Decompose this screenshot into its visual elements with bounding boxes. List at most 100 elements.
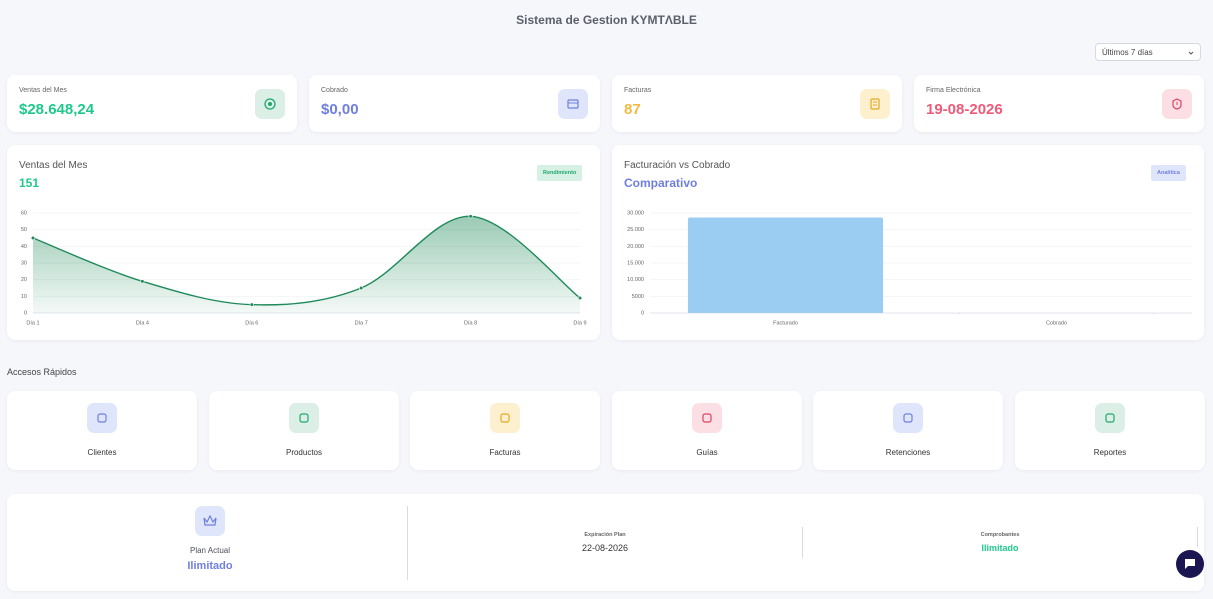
x-tick-label: Facturado bbox=[773, 320, 798, 326]
icon-shape bbox=[702, 413, 712, 423]
icon bbox=[702, 413, 712, 423]
chat-button[interactable] bbox=[1176, 550, 1204, 578]
quick-icon bbox=[289, 403, 319, 433]
stat-icon bbox=[255, 89, 285, 119]
quick-card[interactable]: Clientes bbox=[7, 391, 197, 470]
y-tick-label: 20 bbox=[21, 277, 27, 283]
x-tick-label: Día 1 bbox=[26, 320, 39, 326]
chart-badge: Analítica bbox=[1151, 165, 1186, 181]
area bbox=[33, 216, 580, 313]
line bbox=[32, 215, 581, 306]
plan-label: Expiración Plan bbox=[584, 532, 626, 538]
y-tick-label: 10 bbox=[21, 294, 27, 300]
bar-chart: 0 5000 10.000 15.000 20.000 25.000 30.000 Factu… bbox=[627, 210, 1192, 326]
quick-icon bbox=[893, 403, 923, 433]
stat-label: Facturas bbox=[624, 87, 652, 94]
point bbox=[468, 214, 473, 219]
section-title: Accesos Rápidos bbox=[7, 367, 77, 377]
quick-card[interactable]: Facturas bbox=[410, 391, 600, 470]
x-tick-label: Día 7 bbox=[355, 320, 368, 326]
quick-icon bbox=[87, 403, 117, 433]
stat-icon bbox=[558, 89, 588, 119]
point bbox=[30, 235, 36, 241]
icon bbox=[299, 413, 309, 423]
icon bbox=[97, 413, 107, 423]
icon-shape bbox=[97, 413, 107, 423]
chevron bbox=[1188, 51, 1194, 55]
chart-card: Facturación vs Cobrado Comparativo Analí… bbox=[612, 145, 1204, 340]
point bbox=[359, 285, 364, 291]
stat-label: Cobrado bbox=[321, 87, 348, 94]
stat-icon bbox=[860, 89, 890, 119]
quick-label: Clientes bbox=[87, 448, 117, 457]
y-tick-label: 30.000 bbox=[627, 210, 644, 216]
quick-label: Productos bbox=[285, 448, 323, 457]
plan-card: Plan Actual Ilimitado Expiración Plan 22… bbox=[7, 494, 1204, 591]
divider bbox=[1197, 527, 1198, 547]
chart-subtitle: 151 bbox=[19, 176, 40, 190]
stat-value: 19-08-2026 bbox=[926, 101, 1003, 118]
chart-title: Facturación vs Cobrado bbox=[624, 160, 731, 171]
y-tick-label: 50 bbox=[21, 227, 27, 233]
icon-shape bbox=[500, 413, 510, 423]
stat-card: Ventas del Mes $28.648,24 bbox=[7, 75, 297, 132]
stat-value: $28.648,24 bbox=[19, 101, 95, 118]
point bbox=[577, 295, 583, 301]
stat-card: Facturas 87 bbox=[612, 75, 902, 132]
quick-card[interactable]: Reportes bbox=[1015, 391, 1205, 470]
y-tick-label: 20.000 bbox=[627, 244, 644, 250]
plan-label: Plan Actual bbox=[189, 546, 231, 555]
icon bbox=[500, 413, 510, 423]
icon-shape bbox=[299, 413, 309, 423]
y-tick-label: 0 bbox=[641, 310, 644, 316]
chart-card: Ventas del Mes 151 Rendimiento 0 10 20 30 40… bbox=[7, 145, 600, 340]
quick-icon bbox=[1095, 403, 1125, 433]
x-tick-label: Día 8 bbox=[464, 320, 477, 326]
x-tick-label: Día 9 bbox=[573, 320, 586, 326]
bar bbox=[687, 217, 884, 313]
icon-shape bbox=[1105, 413, 1115, 423]
y-tick-label: 30 bbox=[21, 260, 27, 266]
quick-card[interactable]: Productos bbox=[209, 391, 399, 470]
divider bbox=[802, 527, 803, 558]
plan-icon bbox=[195, 506, 225, 536]
point bbox=[249, 302, 254, 307]
stat-label: Ventas del Mes bbox=[19, 87, 67, 94]
quick-icon bbox=[490, 403, 520, 433]
y-tick-label: 40 bbox=[21, 244, 27, 250]
quick-label: Facturas bbox=[489, 448, 521, 457]
y-tick-label: 15.000 bbox=[627, 260, 644, 266]
line-chart: 0 10 20 30 40 50 60 Día 1 Día 4 Día 6 Día 7 Día 8 Dí… bbox=[21, 210, 587, 326]
stat-icon bbox=[1162, 89, 1192, 119]
chart-badge: Rendimiento bbox=[537, 165, 583, 181]
x-tick-label: Día 4 bbox=[136, 320, 149, 326]
chat-icon bbox=[1185, 559, 1195, 569]
x-tick-label: Día 6 bbox=[245, 320, 258, 326]
y-tick-label: 0 bbox=[24, 310, 27, 316]
y-tick-label: 10.000 bbox=[627, 277, 644, 283]
quick-icon bbox=[692, 403, 722, 433]
quick-card[interactable]: Guías bbox=[612, 391, 802, 470]
y-tick-label: 5000 bbox=[632, 294, 644, 300]
chart-title: Ventas del Mes bbox=[19, 160, 88, 171]
divider bbox=[407, 506, 408, 580]
point bbox=[140, 279, 145, 284]
quick-label: Retenciones bbox=[885, 448, 931, 457]
y-tick-label: 25.000 bbox=[627, 227, 644, 233]
page-title: Sistema de Gestion KYMTΛBLE bbox=[516, 13, 697, 27]
chart-subtitle: Comparativo bbox=[624, 176, 698, 190]
icon bbox=[1105, 413, 1115, 423]
stat-label: Firma Electrónica bbox=[926, 87, 981, 94]
plan-value: Ilimitado bbox=[981, 543, 1019, 553]
plan-label: Comprobantes bbox=[980, 532, 1020, 538]
range-select[interactable]: Últimos 7 días bbox=[1095, 43, 1201, 61]
y-tick-label: 60 bbox=[21, 210, 27, 216]
stat-value: 87 bbox=[624, 101, 641, 118]
quick-card[interactable]: Retenciones bbox=[813, 391, 1003, 470]
x-tick-label: Cobrado bbox=[1046, 320, 1067, 326]
range-select-text: Últimos 7 días bbox=[1102, 48, 1153, 57]
quick-label: Reportes bbox=[1093, 448, 1127, 457]
stat-value: $0,00 bbox=[321, 101, 359, 118]
